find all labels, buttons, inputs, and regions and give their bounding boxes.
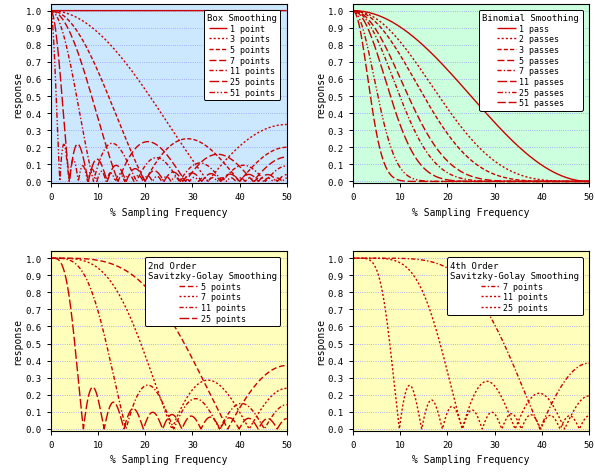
X-axis label: % Sampling Frequency: % Sampling Frequency (110, 207, 227, 217)
X-axis label: % Sampling Frequency: % Sampling Frequency (412, 454, 530, 464)
Legend: 1 point, 3 points, 5 points, 7 points, 11 points, 25 points, 51 points: 1 point, 3 points, 5 points, 7 points, 1… (203, 10, 280, 101)
Y-axis label: response: response (315, 318, 325, 365)
Y-axis label: response: response (12, 71, 23, 118)
Legend: 5 points, 7 points, 11 points, 25 points: 5 points, 7 points, 11 points, 25 points (145, 258, 280, 327)
Legend: 7 points, 11 points, 25 points: 7 points, 11 points, 25 points (447, 258, 583, 316)
X-axis label: % Sampling Frequency: % Sampling Frequency (110, 454, 227, 464)
Y-axis label: response: response (315, 71, 325, 118)
Y-axis label: response: response (12, 318, 23, 365)
X-axis label: % Sampling Frequency: % Sampling Frequency (412, 207, 530, 217)
Legend: 1 pass, 2 passes, 3 passes, 5 passes, 7 passes, 11 passes, 25 passes, 51 passes: 1 pass, 2 passes, 3 passes, 5 passes, 7 … (479, 10, 583, 111)
